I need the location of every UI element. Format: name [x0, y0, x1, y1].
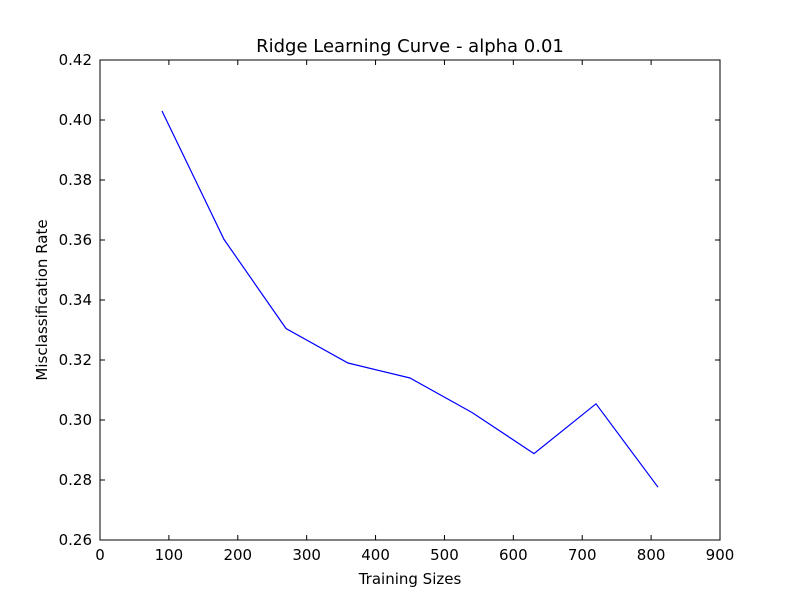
x-tick-label: 500	[430, 546, 459, 564]
x-tick-label: 900	[706, 546, 735, 564]
y-axis-label: Misclassification Rate	[33, 219, 51, 380]
x-tick-label: 0	[95, 546, 105, 564]
x-axis-ticks: 0 100 200 300 400 500 600 700 800 900	[95, 60, 734, 564]
x-tick-label: 700	[568, 546, 597, 564]
y-tick-label: 0.36	[59, 231, 92, 249]
y-tick-label: 0.28	[59, 471, 92, 489]
y-tick-label: 0.38	[59, 171, 92, 189]
y-tick-label: 0.42	[59, 51, 92, 69]
x-tick-label: 400	[361, 546, 390, 564]
x-axis-label: Training Sizes	[358, 570, 462, 588]
y-tick-label: 0.40	[59, 111, 92, 129]
y-tick-label: 0.30	[59, 411, 92, 429]
series-layer	[161, 110, 659, 488]
y-tick-label: 0.34	[59, 291, 92, 309]
plot-frame	[99, 59, 721, 541]
x-tick-label: 200	[223, 546, 252, 564]
chart-title: Ridge Learning Curve - alpha 0.01	[256, 36, 564, 57]
x-tick-label: 300	[292, 546, 321, 564]
x-tick-label: 100	[155, 546, 184, 564]
series-line	[161, 110, 659, 488]
y-axis-ticks: 0.26 0.28 0.30 0.32 0.34 0.36 0.38 0.40 0.42	[59, 51, 720, 549]
y-tick-label: 0.26	[59, 531, 92, 549]
x-tick-label: 600	[499, 546, 528, 564]
x-tick-label: 800	[637, 546, 666, 564]
y-tick-label: 0.32	[59, 351, 92, 369]
